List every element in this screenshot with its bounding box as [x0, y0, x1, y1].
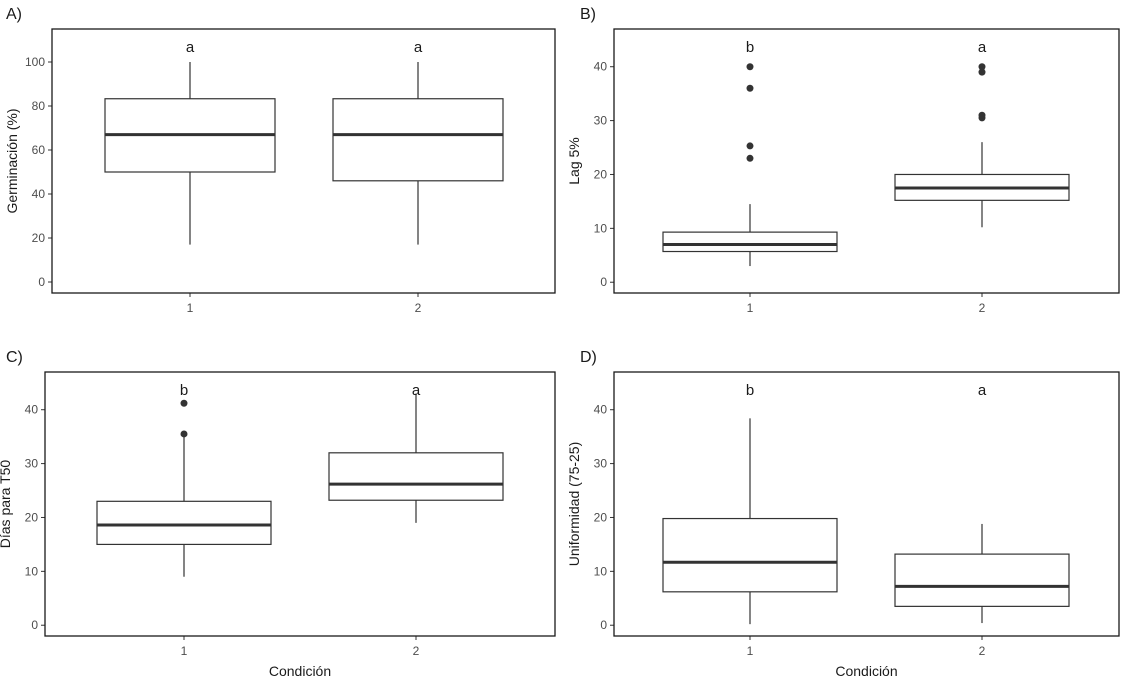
panel-c: C) 0 10 20 30 40 Días para T50 1 2 Condición b a: [0, 349, 556, 679]
panel-a: A) 0 20 40 60 80 100 Germinación (%) 1 2 a a: [4, 6, 556, 315]
panel-label: C): [6, 349, 23, 366]
y-tick-label: 20: [25, 510, 39, 524]
outlier-point: [746, 154, 754, 162]
y-tick-label: 30: [25, 457, 39, 471]
panel-label: D): [580, 349, 597, 366]
box-1: b: [662, 39, 838, 267]
box-2: a: [332, 39, 504, 245]
panel-border: [613, 28, 1120, 294]
panel-d: D) 0 10 20 30 40 Uniformidad (75-25) 1 2 Condició…: [566, 349, 1120, 679]
y-tick-label: 10: [594, 221, 608, 235]
significance-letter: a: [978, 382, 987, 399]
x-axis-title: Condición: [269, 663, 331, 679]
box-iqr: [328, 452, 504, 501]
x-tick-label: 2: [415, 301, 422, 315]
panel-border: [613, 371, 1120, 637]
y-tick-label: 0: [600, 618, 607, 632]
outlier-point: [180, 399, 188, 407]
y-tick-label: 20: [594, 167, 608, 181]
x-tick-label: 2: [413, 644, 420, 658]
x-tick-label: 2: [979, 644, 986, 658]
outlier-point: [746, 142, 754, 150]
y-tick-label: 0: [31, 618, 38, 632]
x-tick-label: 1: [187, 301, 194, 315]
significance-letter: a: [412, 382, 421, 399]
box-2: a: [894, 382, 1070, 624]
y-axis-title: Uniformidad (75-25): [566, 442, 582, 567]
x-tick-label: 1: [747, 301, 754, 315]
y-tick-label: 100: [25, 55, 45, 69]
y-tick-label: 10: [25, 564, 39, 578]
x-tick-label: 1: [747, 644, 754, 658]
box-1: b: [96, 382, 272, 577]
outlier-point: [746, 63, 754, 71]
panel-border: [44, 371, 556, 637]
panel-label: B): [580, 6, 596, 23]
box-2: a: [328, 382, 504, 523]
outlier-point: [180, 430, 188, 438]
y-tick-label: 20: [594, 510, 608, 524]
y-tick-label: 60: [32, 143, 46, 157]
panel-label: A): [6, 6, 22, 23]
y-tick-label: 40: [594, 60, 608, 74]
y-tick-label: 40: [25, 403, 39, 417]
outlier-point: [978, 68, 986, 76]
outlier-point: [978, 63, 986, 71]
x-tick-label: 1: [181, 644, 188, 658]
y-tick-label: 80: [32, 99, 46, 113]
y-axis-title: Días para T50: [0, 460, 13, 549]
box-1: b: [662, 382, 838, 625]
box-1: a: [104, 39, 276, 245]
outlier-point: [978, 111, 986, 119]
significance-letter: a: [414, 39, 423, 56]
box-iqr: [332, 98, 504, 182]
y-tick-label: 40: [594, 403, 608, 417]
y-axis-title: Germinación (%): [4, 108, 20, 213]
y-tick-label: 40: [32, 187, 46, 201]
panel-b: B) 0 10 20 30 40 Lag 5% 1 2 b a: [566, 6, 1120, 315]
significance-letter: b: [746, 39, 754, 56]
box-iqr: [662, 231, 838, 253]
panel-border: [51, 28, 556, 294]
box-iqr: [894, 553, 1070, 607]
y-tick-label: 30: [594, 457, 608, 471]
y-tick-label: 10: [594, 564, 608, 578]
significance-letter: b: [746, 382, 754, 399]
significance-letter: a: [186, 39, 195, 56]
y-tick-label: 20: [32, 231, 46, 245]
y-tick-label: 0: [38, 275, 45, 289]
y-axis-title: Lag 5%: [566, 137, 582, 184]
x-tick-label: 2: [979, 301, 986, 315]
y-tick-label: 30: [594, 114, 608, 128]
y-tick-label: 0: [600, 275, 607, 289]
x-axis-title: Condición: [835, 663, 897, 679]
box-2: a: [894, 39, 1070, 228]
significance-letter: b: [180, 382, 188, 399]
significance-letter: a: [978, 39, 987, 56]
box-iqr: [662, 517, 838, 593]
box-iqr: [96, 500, 272, 546]
outlier-point: [746, 84, 754, 92]
